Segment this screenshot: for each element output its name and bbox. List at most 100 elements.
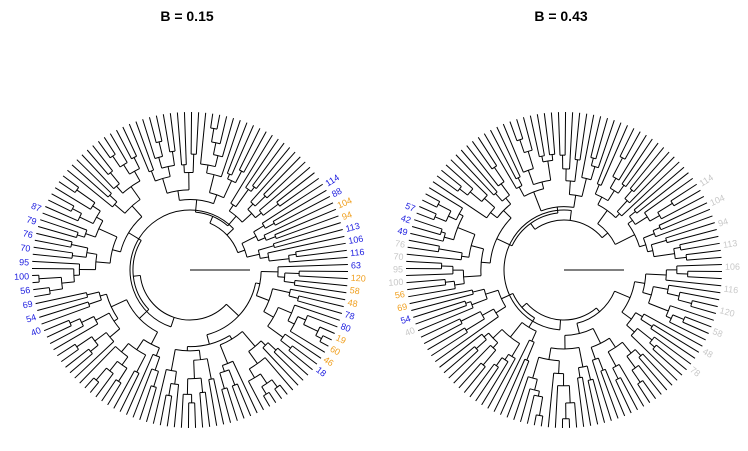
branch-arc — [232, 383, 238, 387]
branch-line — [460, 149, 498, 193]
branch-line — [504, 354, 509, 360]
tip-label: 120 — [351, 273, 367, 284]
branch-line — [469, 363, 495, 398]
branch-line — [615, 234, 635, 245]
branch-line — [541, 156, 544, 162]
branch-line — [92, 145, 113, 172]
branch-arc — [539, 155, 545, 158]
branch-line — [284, 333, 322, 359]
branch-arc — [262, 342, 269, 349]
branch-line — [465, 318, 485, 331]
branch-arc — [493, 363, 499, 368]
branch-line — [204, 392, 211, 427]
branch-arc — [79, 318, 84, 327]
branch-line — [444, 236, 454, 241]
branch-line — [485, 289, 499, 295]
branch-line — [260, 256, 269, 259]
branch-line — [263, 202, 334, 236]
branch-line — [180, 394, 184, 428]
branch-line — [81, 316, 95, 323]
branch-line — [126, 354, 154, 415]
branch-line — [247, 380, 264, 411]
branch-arc — [526, 302, 597, 321]
branch-line — [436, 175, 459, 192]
branch-line — [637, 328, 653, 341]
branch-line — [265, 222, 275, 229]
branch-arc — [501, 194, 510, 202]
branch-line — [158, 157, 163, 169]
branch-line — [294, 279, 348, 287]
tip-label: 63 — [351, 260, 361, 270]
branch-line — [128, 123, 150, 172]
branch-line — [458, 362, 482, 389]
branch-line — [619, 128, 635, 157]
branch-line — [199, 392, 204, 428]
branch-line — [35, 292, 87, 305]
branch-line — [247, 203, 254, 210]
branch-line — [133, 157, 140, 169]
branch-line — [465, 301, 471, 304]
branch-line — [627, 219, 633, 225]
branch-line — [653, 324, 700, 353]
branch-line — [246, 253, 260, 258]
branch-line — [653, 253, 675, 258]
branch-line — [139, 309, 150, 319]
branch-line — [419, 206, 437, 215]
branch-line — [86, 149, 109, 175]
tip-label: 94 — [717, 216, 729, 228]
tip-label: 70 — [393, 251, 404, 262]
branch-line — [219, 116, 228, 144]
branch-arc — [685, 254, 688, 261]
branch-arc — [442, 232, 446, 242]
branch-line — [296, 249, 347, 258]
branch-line — [84, 377, 95, 389]
branch-line — [556, 206, 559, 214]
branch-line — [557, 112, 561, 156]
branch-line — [200, 112, 207, 165]
branch-line — [118, 367, 128, 382]
branch-line — [441, 169, 462, 187]
branch-arc — [578, 365, 588, 369]
branch-arc — [610, 187, 619, 194]
panel-title-right: B = 0.43 — [534, 8, 588, 24]
branch-arc — [94, 220, 104, 238]
branch-arc — [263, 391, 270, 397]
branch-arc — [319, 335, 324, 342]
branch-line — [409, 289, 473, 305]
branch-arc — [272, 243, 275, 248]
branch-line — [275, 196, 331, 226]
branch-line — [279, 384, 288, 395]
branch-line — [227, 173, 230, 180]
branch-line — [250, 151, 296, 203]
branch-arc — [248, 340, 262, 352]
branch-arc — [650, 244, 655, 257]
branch-line — [113, 318, 119, 322]
branch-line — [259, 166, 311, 211]
tip-label: 106 — [348, 234, 365, 246]
branch-line — [223, 180, 233, 198]
branch-arc — [479, 311, 485, 320]
branch-arc — [209, 222, 239, 253]
branch-line — [72, 208, 82, 214]
branch-arc — [489, 217, 512, 264]
branch-line — [651, 239, 667, 246]
tip-label: 60 — [328, 344, 342, 358]
branch-arc — [187, 377, 202, 380]
branch-line — [621, 311, 632, 320]
branch-arc — [106, 367, 114, 374]
branch-line — [130, 186, 141, 200]
branch-line — [670, 305, 714, 321]
branch-line — [612, 367, 619, 380]
branch-arc — [274, 384, 281, 390]
tip-label: 69 — [22, 299, 34, 311]
branch-line — [652, 227, 661, 232]
branch-arc — [597, 223, 616, 245]
branch-line — [231, 385, 245, 419]
branch-line — [195, 112, 200, 155]
branch-line — [526, 395, 535, 424]
branch-line — [660, 208, 711, 231]
tip-label: 56 — [394, 289, 405, 300]
branch-line — [307, 314, 338, 328]
branch-line — [46, 325, 72, 338]
branch-line — [586, 365, 592, 380]
